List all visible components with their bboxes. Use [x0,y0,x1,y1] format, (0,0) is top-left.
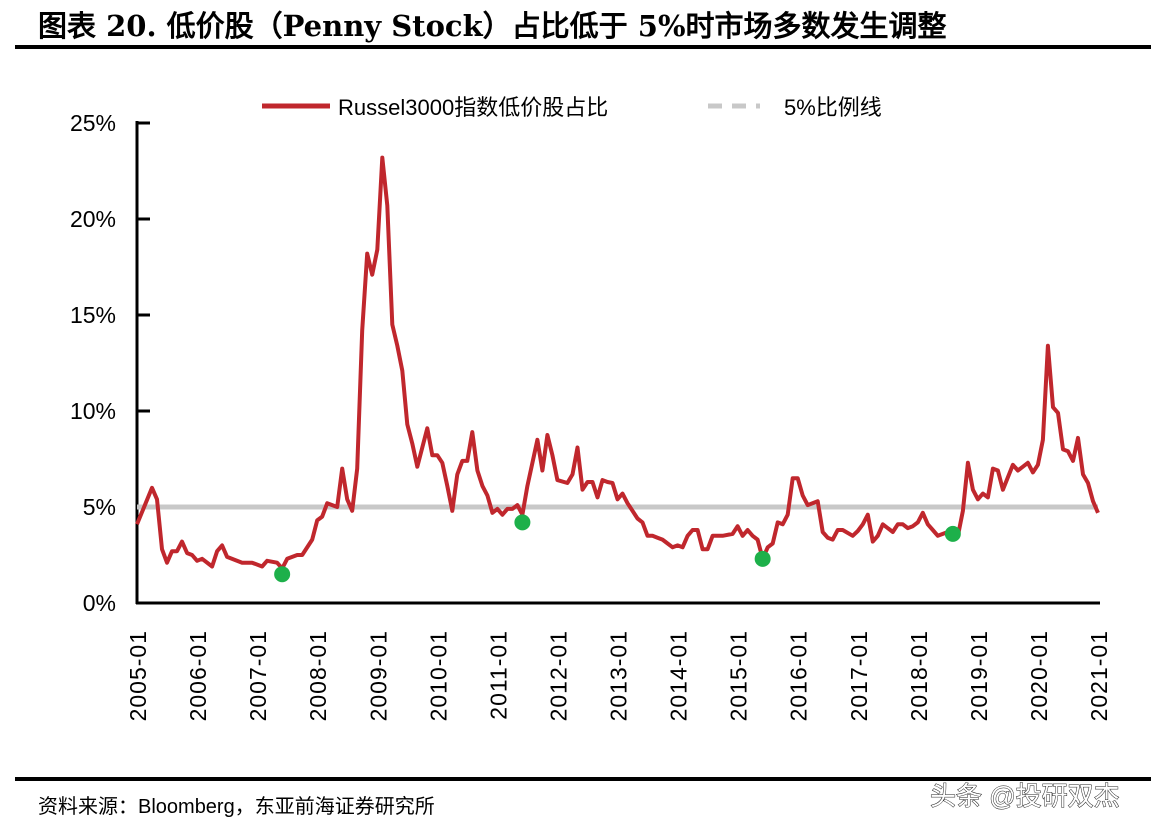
x-tick-label: 2008-01 [305,630,331,721]
y-tick-label: 0% [83,590,116,616]
x-tick-label: 2016-01 [786,630,812,721]
x-tick-label: 2007-01 [245,630,271,721]
correction-marker [754,550,771,567]
x-tick-label: 2021-01 [1086,630,1112,721]
y-tick-label: 25% [70,110,116,136]
x-tick-label: 2005-01 [125,630,151,721]
legend-label-series: Russel3000指数低价股占比 [338,95,608,120]
y-tick-label: 15% [70,302,116,328]
legend: Russel3000指数低价股占比 5%比例线 [262,95,882,120]
watermark: 头条 @投研双杰 [930,781,1120,811]
x-tick-label: 2009-01 [365,630,391,721]
y-tick-label: 10% [70,398,116,424]
correction-marker [944,525,961,542]
legend-label-reference: 5%比例线 [784,95,882,120]
title-divider [15,45,1151,49]
figure-title: 图表 20. 低价股（Penny Stock）占比低于 5%时市场多数发生调整 [38,9,947,43]
x-tick-label: 2019-01 [966,630,992,721]
x-tick-label: 2020-01 [1026,630,1052,721]
x-tick-label: 2018-01 [906,630,932,721]
correction-marker [514,514,531,531]
x-tick-label: 2006-01 [185,630,211,721]
x-tick-label: 2015-01 [726,630,752,721]
source-note: 资料来源：Bloomberg，东亚前海证券研究所 [38,795,435,818]
footer-divider [15,777,1151,781]
x-tick-label: 2017-01 [846,630,872,721]
correction-marker [274,566,291,583]
y-tick-label: 5% [83,494,116,520]
x-tick-label: 2014-01 [666,630,692,721]
x-tick-label: 2010-01 [425,630,451,721]
y-tick-label: 20% [70,206,116,232]
x-tick-label: 2011-01 [485,630,511,720]
x-tick-label: 2012-01 [545,630,571,721]
x-tick-label: 2013-01 [606,630,632,721]
